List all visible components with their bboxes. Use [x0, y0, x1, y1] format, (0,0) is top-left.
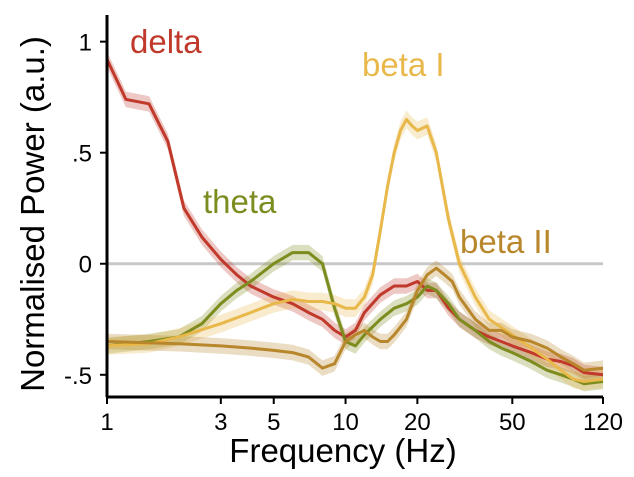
x-tick-label: 10 [332, 409, 359, 436]
beta-i-series-label: beta I [362, 46, 445, 83]
x-tick-label: 120 [583, 409, 623, 436]
x-tick-label: 20 [404, 409, 431, 436]
theta-series-label: theta [203, 183, 277, 220]
beta-ii-band [107, 260, 603, 379]
theta-line [106, 251, 604, 386]
y-tick-label: 1 [79, 30, 92, 57]
beta-i-line [106, 117, 604, 383]
x-tick-label: 3 [214, 409, 227, 436]
series-lines [105, 58, 604, 386]
beta-ii-series-label: beta II [460, 223, 552, 260]
delta-series-label: delta [130, 23, 202, 60]
x-tick-label: 50 [499, 409, 526, 436]
ticks: 1 .5 0 -.5 1 3 5 10 20 50 120 [64, 30, 623, 436]
y-tick-label: 0 [79, 252, 92, 279]
x-axis-title: Frequency (Hz) [229, 432, 456, 469]
x-tick-label: 1 [100, 409, 113, 436]
y-tick-label: -.5 [64, 363, 92, 390]
beta-ii-line [106, 266, 604, 372]
y-tick-label: .5 [72, 141, 92, 168]
theta-band [107, 244, 603, 392]
delta-line [105, 58, 604, 377]
series-labels: delta theta beta I beta II [130, 23, 552, 260]
x-tick-label: 5 [267, 409, 280, 436]
y-axis-title: Normalised Power (a.u.) [14, 36, 51, 392]
axes [105, 15, 603, 399]
